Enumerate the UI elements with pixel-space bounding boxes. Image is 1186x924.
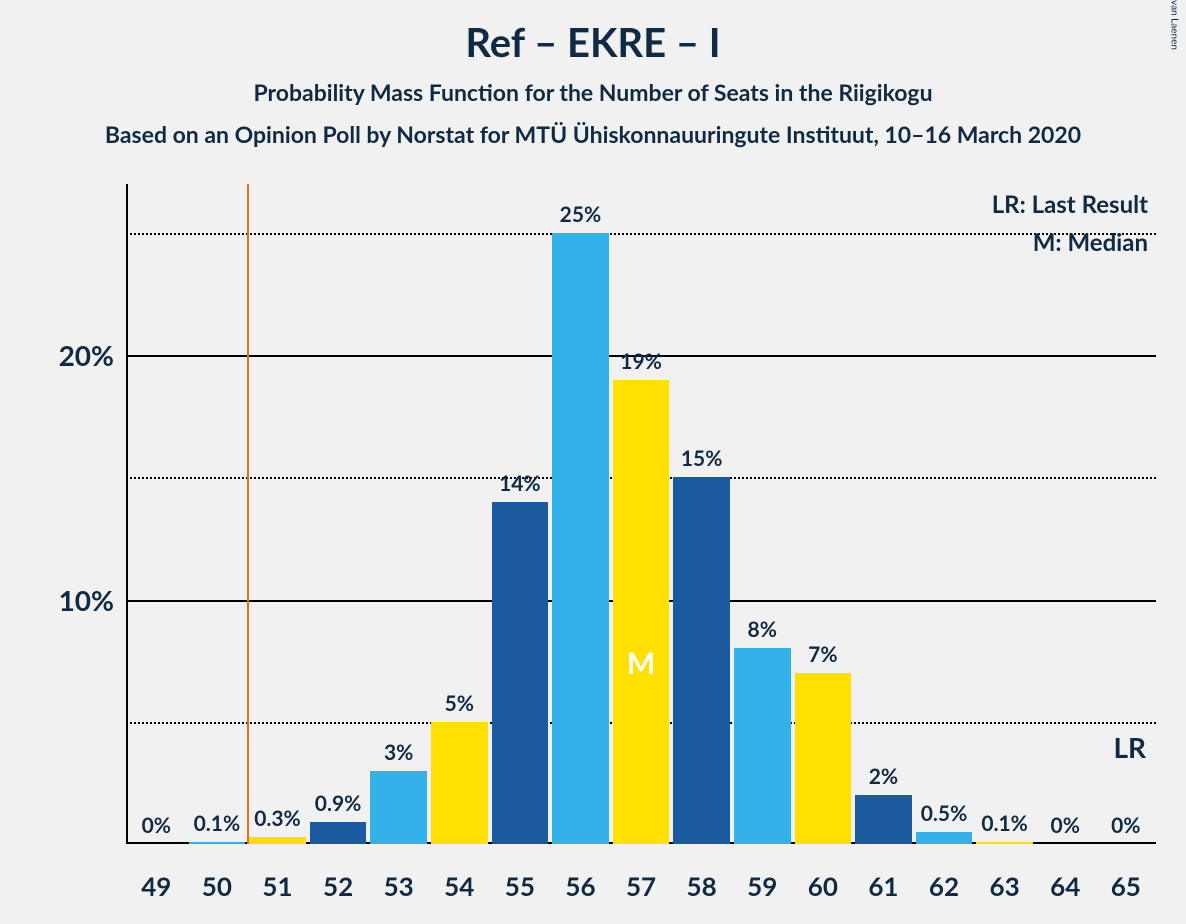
bar-slot: 14% — [490, 184, 551, 844]
bar-slot: 7% — [793, 184, 854, 844]
bar-slot: 19% M — [611, 184, 672, 844]
bar — [431, 722, 488, 844]
bar-value-label: 19% — [620, 349, 662, 374]
bar — [552, 233, 609, 844]
bar — [370, 771, 427, 844]
bar-value-label: 0.1% — [981, 811, 1028, 836]
bar-slot: 0% — [126, 184, 187, 844]
x-tick-label: 63 — [974, 870, 1035, 902]
bar-slot: 0.3% — [247, 184, 308, 844]
bar-value-label: 7% — [808, 642, 837, 667]
x-tick-label: 54 — [429, 870, 490, 902]
chart-subtitle-1: Probability Mass Function for the Number… — [0, 78, 1186, 106]
bars-container: 0% 0.1% 0.3% 0.9% 3% 5% 14% 25% 19% M 15% 8% 7% 2% 0.5… — [126, 184, 1156, 844]
bar — [310, 822, 367, 844]
bar-value-label: 5% — [445, 691, 474, 716]
last-result-mark: LR — [1113, 730, 1146, 764]
bar — [492, 502, 549, 844]
bar-slot: 0.1% — [974, 184, 1035, 844]
x-tick-label: 55 — [490, 870, 551, 902]
x-tick-label: 61 — [853, 870, 914, 902]
x-tick-label: 50 — [187, 870, 248, 902]
bar — [189, 842, 246, 844]
bar-slot: 2% — [853, 184, 914, 844]
bar-value-label: 14% — [499, 471, 541, 496]
y-tick-label: 20% — [59, 338, 114, 372]
bar-value-label: 3% — [384, 740, 413, 765]
chart-title: Ref – EKRE – I — [0, 18, 1186, 66]
bar-value-label: 0.1% — [194, 811, 241, 836]
bar-value-label: 0% — [1111, 813, 1140, 838]
bar-value-label: 8% — [748, 617, 777, 642]
x-tick-label: 60 — [793, 870, 854, 902]
bar — [613, 380, 670, 844]
median-mark: M — [627, 645, 655, 681]
legend-last-result: LR: Last Result — [992, 190, 1148, 219]
bar — [249, 837, 306, 844]
x-tick-label: 59 — [732, 870, 793, 902]
bar-value-label: 0.5% — [921, 801, 968, 826]
x-tick-label: 62 — [914, 870, 975, 902]
bar — [976, 842, 1033, 844]
x-tick-label: 65 — [1096, 870, 1157, 902]
bar-slot: 0% — [1035, 184, 1096, 844]
x-tick-label: 58 — [671, 870, 732, 902]
chart-subtitle-2: Based on an Opinion Poll by Norstat for … — [0, 120, 1186, 148]
bar-slot: 25% — [550, 184, 611, 844]
x-tick-label: 53 — [368, 870, 429, 902]
x-tick-label: 49 — [126, 870, 187, 902]
bar-slot: 0.9% — [308, 184, 369, 844]
bar-slot: 3% — [368, 184, 429, 844]
x-tick-label: 57 — [611, 870, 672, 902]
bar-value-label: 2% — [869, 764, 898, 789]
bar-slot: 15% — [671, 184, 732, 844]
y-tick-label: 10% — [59, 583, 114, 617]
bar-value-label: 25% — [560, 202, 602, 227]
bar — [795, 673, 852, 844]
bar-value-label: 0% — [142, 813, 171, 838]
chart-plot-area: 0% 0.1% 0.3% 0.9% 3% 5% 14% 25% 19% M 15% 8% 7% 2% 0.5… — [126, 184, 1156, 844]
bar-slot: 0.1% — [187, 184, 248, 844]
bar — [734, 648, 791, 844]
bar-slot: 5% — [429, 184, 490, 844]
bar-value-label: 0.3% — [254, 806, 301, 831]
bar-slot: 8% — [732, 184, 793, 844]
legend-median: M: Median — [1033, 228, 1148, 257]
bar — [673, 477, 730, 844]
bar-value-label: 15% — [681, 446, 723, 471]
x-tick-label: 64 — [1035, 870, 1096, 902]
bar — [916, 832, 973, 844]
x-tick-label: 51 — [247, 870, 308, 902]
x-tick-label: 56 — [550, 870, 611, 902]
bar-value-label: 0.9% — [315, 791, 362, 816]
bar-slot: 0.5% — [914, 184, 975, 844]
bar — [855, 795, 912, 844]
x-axis-labels: 4950515253545556575859606162636465 — [126, 870, 1156, 902]
x-tick-label: 52 — [308, 870, 369, 902]
bar-value-label: 0% — [1051, 813, 1080, 838]
